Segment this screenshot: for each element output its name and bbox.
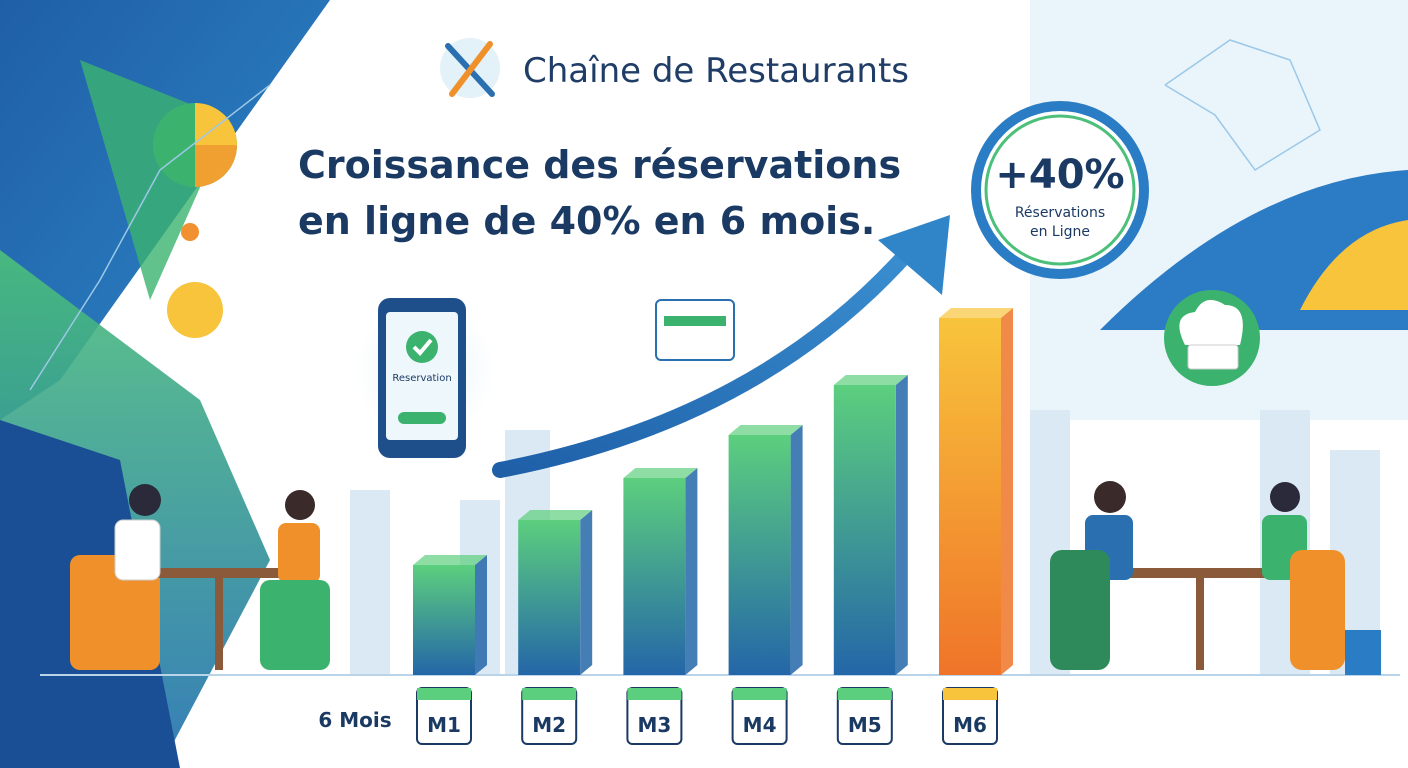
bar-side bbox=[790, 425, 803, 675]
bar-top bbox=[939, 308, 1013, 318]
bar-side bbox=[580, 510, 593, 675]
calendar-header bbox=[522, 688, 577, 700]
bar-top bbox=[413, 555, 487, 565]
bar-top bbox=[833, 375, 908, 385]
deco-network bbox=[29, 39, 1321, 391]
chef-hat bbox=[1179, 299, 1243, 345]
x-axis-label: 6 Mois bbox=[318, 708, 391, 732]
calendar-header bbox=[732, 688, 787, 700]
badge bbox=[971, 101, 1149, 279]
phone-screen bbox=[386, 312, 458, 440]
arrow-head bbox=[878, 215, 950, 295]
bar bbox=[518, 520, 581, 675]
bar bbox=[728, 435, 791, 675]
x-tick-label: M4 bbox=[743, 713, 777, 737]
x-tick-label: M3 bbox=[637, 713, 671, 737]
logo bbox=[440, 38, 500, 98]
x-tick-label: M6 bbox=[953, 713, 987, 737]
deco-pie-slice bbox=[195, 145, 237, 187]
bar-side bbox=[475, 555, 487, 675]
bar-top bbox=[728, 425, 803, 435]
bar-top bbox=[623, 468, 698, 478]
deco-dot bbox=[167, 282, 223, 338]
x-tick-label: M2 bbox=[532, 713, 566, 737]
bar bbox=[833, 385, 896, 675]
calendar-header bbox=[837, 688, 892, 700]
check-icon bbox=[406, 331, 438, 363]
bar bbox=[413, 565, 475, 675]
calendar-header bbox=[417, 688, 471, 700]
headline: en ligne de 40% en 6 mois. bbox=[298, 199, 875, 243]
deco-sun bbox=[1300, 220, 1408, 310]
badge-label: en Ligne bbox=[1030, 224, 1090, 240]
x-tick-label: M5 bbox=[848, 713, 882, 737]
deco-dot bbox=[181, 223, 199, 241]
bar-top bbox=[518, 510, 593, 520]
chef-hat-band bbox=[1187, 344, 1239, 370]
right-scene bbox=[1050, 481, 1381, 675]
check-mark bbox=[412, 338, 433, 356]
browser-icon bbox=[655, 299, 735, 361]
left-scene bbox=[70, 484, 330, 670]
badge-value: +40% bbox=[995, 152, 1124, 198]
bar bbox=[939, 318, 1001, 675]
growth-arrow bbox=[492, 242, 918, 478]
bar-side bbox=[685, 468, 698, 675]
headline: Croissance des réservations bbox=[298, 143, 901, 187]
calendar-header bbox=[627, 688, 682, 700]
bar-side bbox=[1001, 308, 1013, 675]
x-tick-label: M1 bbox=[427, 713, 461, 737]
bar-side bbox=[895, 375, 908, 675]
browser-bar bbox=[664, 316, 726, 326]
brand-title: Chaîne de Restaurants bbox=[523, 51, 909, 91]
bar bbox=[623, 478, 686, 675]
phone-label: Reservation bbox=[392, 373, 451, 384]
badge-label: Réservations bbox=[1015, 205, 1105, 221]
calendar-header bbox=[943, 688, 997, 700]
badge-ring bbox=[984, 114, 1136, 266]
bar-chart: M1 M2 M3 M4 M5 M6 bbox=[413, 308, 1013, 745]
phone-button bbox=[398, 412, 446, 424]
